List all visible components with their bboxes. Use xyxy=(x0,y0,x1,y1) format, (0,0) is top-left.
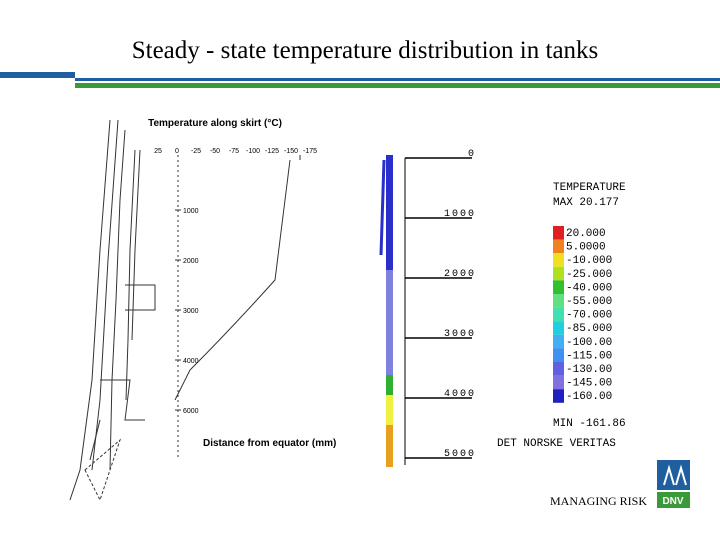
legend-label: -70.000 xyxy=(566,310,612,322)
legend-label: -85.000 xyxy=(566,323,612,335)
tick-label: -50 xyxy=(210,148,220,155)
legend-swatch xyxy=(553,307,564,322)
legend-label: -115.00 xyxy=(566,350,612,362)
logo-box xyxy=(657,460,690,490)
company: DET NORSKE VERITAS xyxy=(497,438,616,450)
header-bar xyxy=(75,83,720,88)
tick-label: -75 xyxy=(229,148,239,155)
legend-swatch xyxy=(553,362,564,376)
tick-label: 3000 xyxy=(444,329,476,340)
skirt-drawing xyxy=(69,119,301,502)
tick-label: 2000 xyxy=(444,269,476,280)
tick-label: 1000 xyxy=(183,208,199,215)
logo-icon xyxy=(663,464,687,486)
tick-label: 4000 xyxy=(444,389,476,400)
header-bar xyxy=(75,78,720,81)
axis-title: Temperature along skirt (°C) xyxy=(148,118,282,129)
tick-label: 3000 xyxy=(183,308,199,315)
legend-label: 5.0000 xyxy=(566,242,606,254)
tick-label: 25 xyxy=(154,148,162,155)
legend-label: -100.00 xyxy=(566,337,612,349)
legend-swatch xyxy=(553,253,564,267)
legend-title: TEMPERATURE xyxy=(553,182,626,194)
logo-box xyxy=(657,492,690,508)
legend-label: -55.000 xyxy=(566,296,612,308)
legend-label: -145.00 xyxy=(566,378,612,390)
logo-text: DNV xyxy=(662,496,683,507)
tick-label: -175 xyxy=(303,148,317,155)
tick-label: -25 xyxy=(191,148,201,155)
slogan: MANAGING RISK xyxy=(550,494,647,508)
tick-label: -125 xyxy=(265,148,279,155)
tick-label: -150 xyxy=(284,148,298,155)
legend-swatch xyxy=(553,334,564,349)
temperature-column xyxy=(379,155,406,467)
legend-label: -160.00 xyxy=(566,391,612,403)
legend-swatch xyxy=(553,294,564,308)
legend-swatch xyxy=(553,226,564,240)
tick-label: 1000 xyxy=(444,209,476,220)
legend-swatch xyxy=(553,266,564,281)
tick-label: 2000 xyxy=(183,258,199,265)
legend-label: -40.000 xyxy=(566,282,612,294)
tick-label: 0 xyxy=(175,148,179,155)
legend-swatch xyxy=(553,348,564,362)
tick-label: 0 xyxy=(468,149,476,160)
tick-label: 5000 xyxy=(444,449,476,460)
legend-swatch xyxy=(553,389,564,403)
axis-title: Distance from equator (mm) xyxy=(203,438,336,449)
legend-label: 20.000 xyxy=(566,228,606,240)
legend-label: -25.000 xyxy=(566,269,612,281)
legend-min: MIN -161.86 xyxy=(553,418,626,430)
tick-label: 6000 xyxy=(183,408,199,415)
legend-label: -130.00 xyxy=(566,364,612,376)
legend-swatch xyxy=(553,280,564,294)
legend-swatch xyxy=(553,321,564,335)
legend-label: -10.000 xyxy=(566,255,612,267)
header-bar xyxy=(0,72,75,78)
tick-label: 4000 xyxy=(183,358,199,365)
legend-swatch xyxy=(553,239,564,254)
tick-label: -100 xyxy=(246,148,260,155)
legend-swatch xyxy=(553,375,564,390)
legend-max: MAX 20.177 xyxy=(553,197,619,209)
title: Steady - state temperature distribution … xyxy=(132,37,599,64)
